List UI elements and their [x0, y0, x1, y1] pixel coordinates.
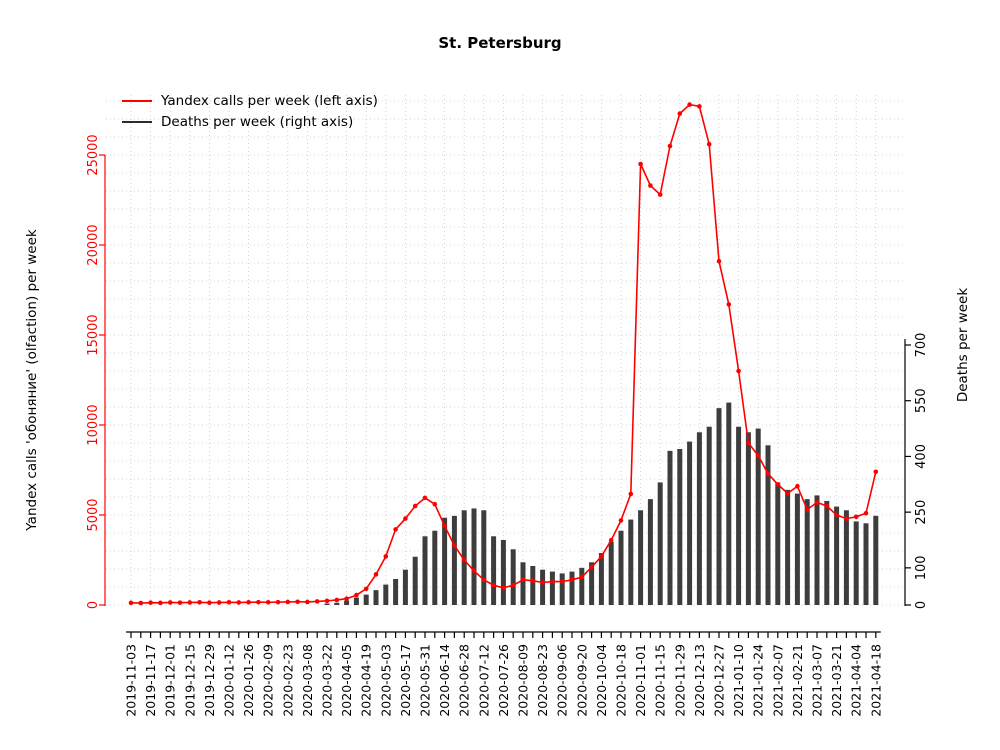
svg-text:2020-05-17: 2020-05-17: [398, 644, 413, 717]
x-axis: [126, 631, 881, 638]
svg-text:2020-03-22: 2020-03-22: [320, 644, 335, 717]
legend-label-deaths: Deaths per week (right axis): [161, 113, 354, 130]
svg-text:2019-12-29: 2019-12-29: [202, 644, 217, 717]
svg-text:550: 550: [914, 388, 929, 413]
svg-text:2020-04-05: 2020-04-05: [339, 644, 354, 717]
svg-text:2020-06-14: 2020-06-14: [437, 644, 452, 717]
right-axis: 0 100 250 400 550 700: [904, 333, 929, 609]
svg-text:2020-03-08: 2020-03-08: [300, 644, 315, 717]
svg-text:2021-03-07: 2021-03-07: [810, 644, 825, 717]
svg-text:2020-05-03: 2020-05-03: [378, 644, 393, 717]
svg-text:400: 400: [914, 444, 929, 469]
svg-text:0: 0: [86, 601, 101, 609]
legend-item-deaths: Deaths per week (right axis): [122, 111, 378, 132]
svg-text:20000: 20000: [86, 224, 101, 265]
svg-text:2019-12-15: 2019-12-15: [182, 644, 197, 717]
svg-text:2020-07-26: 2020-07-26: [496, 644, 511, 717]
legend-item-calls: Yandex calls per week (left axis): [122, 90, 378, 111]
svg-text:2020-11-15: 2020-11-15: [653, 644, 668, 717]
left-axis-title: Yandex calls 'обоняние' (olfaction) per …: [24, 229, 40, 531]
calls-line-series: [128, 102, 879, 606]
svg-text:2020-12-13: 2020-12-13: [692, 644, 707, 717]
svg-text:10000: 10000: [86, 404, 101, 445]
svg-text:2020-08-09: 2020-08-09: [516, 644, 531, 717]
svg-text:2021-01-24: 2021-01-24: [751, 644, 766, 717]
svg-text:2020-02-09: 2020-02-09: [261, 644, 276, 717]
svg-text:2020-08-23: 2020-08-23: [535, 644, 550, 717]
svg-text:2021-02-21: 2021-02-21: [790, 644, 805, 717]
calls-line-sample-icon: [122, 99, 152, 102]
svg-text:2019-11-17: 2019-11-17: [143, 644, 158, 717]
svg-text:2020-09-06: 2020-09-06: [555, 644, 570, 717]
svg-text:2020-06-28: 2020-06-28: [457, 644, 472, 717]
svg-text:700: 700: [914, 333, 929, 358]
svg-text:100: 100: [914, 555, 929, 580]
legend: Yandex calls per week (left axis) Deaths…: [122, 90, 378, 132]
deaths-line-sample-icon: [122, 120, 152, 123]
svg-text:15000: 15000: [86, 314, 101, 355]
svg-text:5000: 5000: [86, 498, 101, 531]
svg-text:2021-04-18: 2021-04-18: [868, 644, 883, 717]
svg-text:2021-01-10: 2021-01-10: [731, 644, 746, 717]
svg-text:2019-11-03: 2019-11-03: [124, 644, 139, 717]
svg-text:2020-01-26: 2020-01-26: [241, 644, 256, 717]
svg-text:2021-04-04: 2021-04-04: [849, 644, 864, 717]
svg-text:0: 0: [914, 601, 929, 609]
svg-text:2020-07-12: 2020-07-12: [476, 644, 491, 717]
svg-text:2020-04-19: 2020-04-19: [359, 644, 374, 717]
left-axis: 0 5000 10000 15000 20000 25000: [86, 134, 106, 609]
svg-text:25000: 25000: [86, 134, 101, 175]
svg-text:2020-11-29: 2020-11-29: [672, 644, 687, 717]
svg-text:2020-11-01: 2020-11-01: [633, 644, 648, 717]
legend-label-calls: Yandex calls per week (left axis): [161, 92, 378, 109]
svg-text:2021-02-07: 2021-02-07: [770, 644, 785, 717]
svg-text:2020-10-18: 2020-10-18: [614, 644, 629, 717]
svg-text:2020-02-23: 2020-02-23: [280, 644, 295, 717]
svg-text:2021-03-21: 2021-03-21: [829, 644, 844, 717]
svg-text:2020-09-20: 2020-09-20: [574, 644, 589, 717]
x-axis-labels: 2019-11-03 2019-11-17 2019-12-01 2019-12-15…: [124, 644, 884, 717]
grid: [106, 95, 903, 606]
svg-text:2019-12-01: 2019-12-01: [163, 644, 178, 717]
svg-text:250: 250: [914, 500, 929, 525]
svg-text:2020-10-04: 2020-10-04: [594, 644, 609, 717]
svg-text:2020-01-12: 2020-01-12: [222, 644, 237, 717]
chart-title: St. Petersburg: [438, 34, 562, 52]
deaths-bars: [324, 402, 879, 605]
svg-text:2020-12-27: 2020-12-27: [712, 644, 727, 717]
right-axis-title: Deaths per week: [955, 287, 971, 403]
svg-text:2020-05-31: 2020-05-31: [418, 644, 433, 717]
